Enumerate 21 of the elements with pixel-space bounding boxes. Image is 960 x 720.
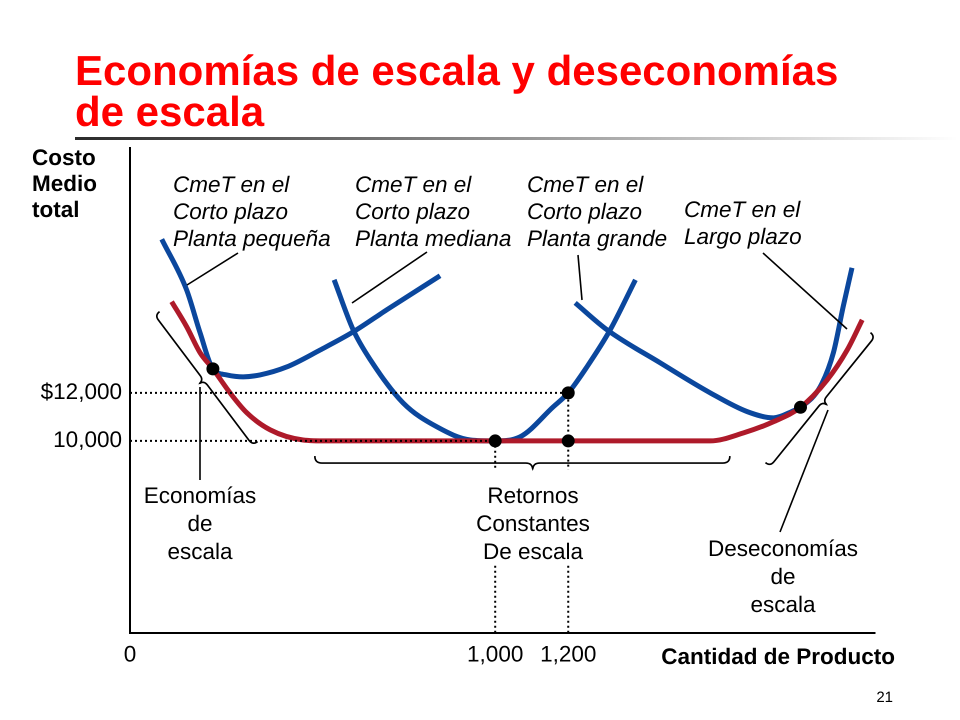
annotation: Retornos Constantes De escala	[476, 483, 590, 564]
x-tick-label: 0	[124, 642, 136, 667]
point	[562, 434, 575, 448]
point	[562, 386, 575, 400]
y-tick-label: $12,000	[40, 379, 122, 404]
point	[488, 434, 502, 448]
chart-title: Economías de escala y deseconomías de escala	[75, 47, 840, 135]
annotation: Economías de escala	[144, 483, 256, 564]
x-axis-title: Cantidad de Producto	[661, 644, 895, 669]
y-axis-title: Costo Medio total	[32, 145, 97, 222]
text: CmeT en el Corto plazo Planta grande	[527, 172, 668, 251]
point	[206, 362, 220, 376]
text: CmeT en el Largo plazo	[684, 197, 802, 249]
text: 21	[876, 689, 893, 706]
x-tick-label: 1,000	[467, 642, 524, 667]
x-tick-label: 1,200	[540, 642, 596, 667]
series-label: CmeT en el Corto plazo Planta pequeña	[173, 172, 331, 251]
annotation: Deseconomías de escala	[708, 536, 858, 617]
y-tick-label: 10,000	[53, 427, 122, 452]
series-label: CmeT en el Corto plazo Planta mediana	[355, 172, 512, 251]
point	[794, 400, 807, 414]
